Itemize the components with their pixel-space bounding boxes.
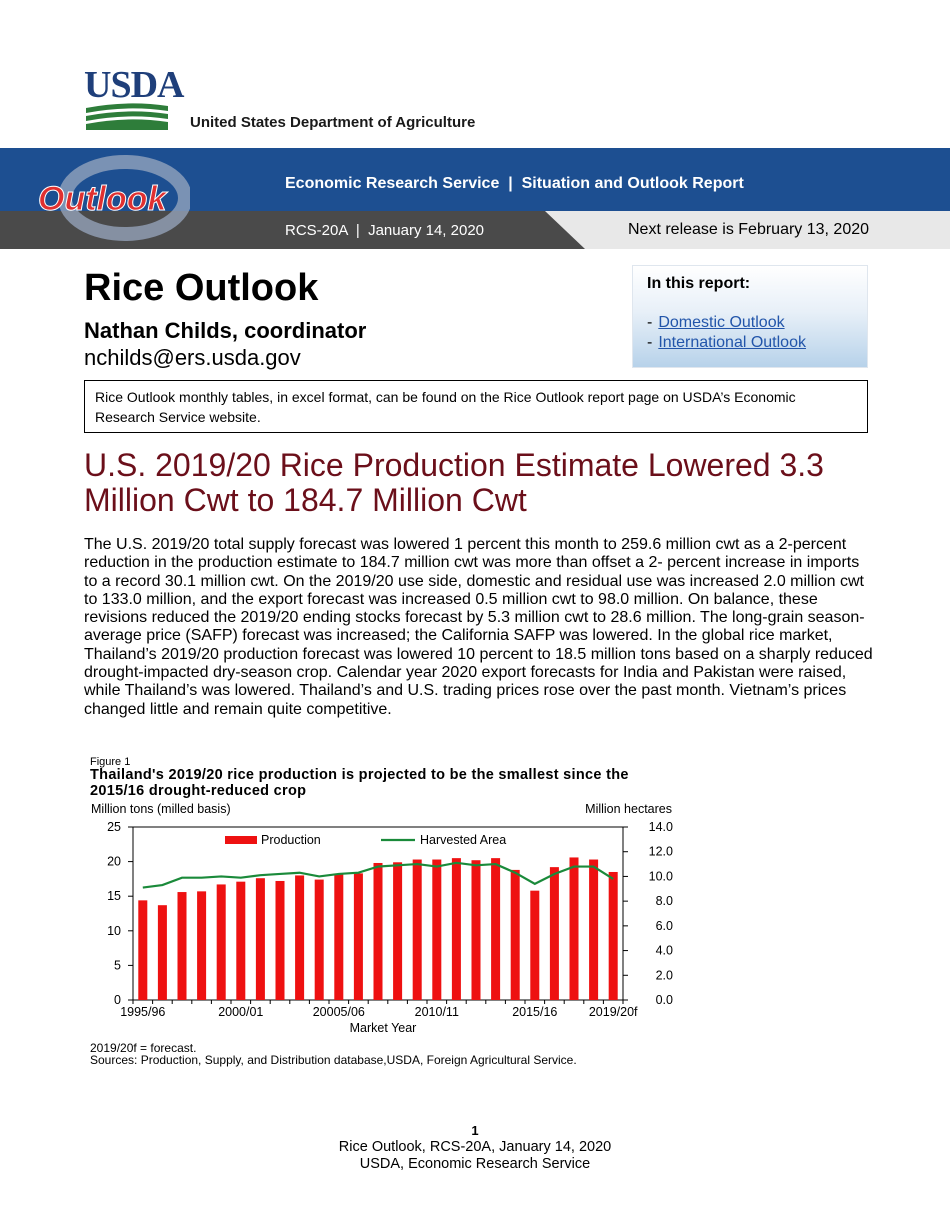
headline: U.S. 2019/20 Rice Production Estimate Lo… (84, 447, 824, 519)
y2-tick-label: 12.0 (649, 845, 673, 859)
y2-tick-label: 8.0 (656, 894, 673, 908)
legend-production-label: Production (261, 833, 321, 847)
figure-label: Figure 1 (90, 756, 131, 768)
list-dash: - (647, 314, 653, 331)
figure-note: 2019/20f = forecast. (90, 1041, 197, 1055)
production-bar (451, 858, 461, 1000)
production-bar (471, 860, 481, 1000)
harvested-area-line (142, 861, 614, 889)
x-tick-label: 2019/20f (589, 1005, 638, 1019)
x-tick-label: 1995/96 (120, 1005, 165, 1019)
production-bar (138, 900, 148, 1000)
usda-logo-icon (86, 103, 168, 130)
banner-top (0, 148, 950, 211)
y-tick-label: 10 (107, 924, 121, 938)
x-tick-label: 2000/01 (218, 1005, 263, 1019)
report-id-date: RCS-20A | January 14, 2020 (285, 222, 485, 239)
production-bar (275, 880, 285, 1000)
usda-logo-text: USDA (84, 64, 184, 106)
production-bar (393, 862, 403, 1000)
y-axis-label: Million tons (milled basis) (91, 802, 231, 816)
production-bar (373, 862, 383, 1000)
page-title: Rice Outlook (84, 267, 319, 309)
y-tick-label: 5 (114, 958, 121, 972)
production-bar (216, 884, 226, 1000)
international-outlook-link[interactable]: International Outlook (658, 334, 806, 351)
production-bar (197, 891, 207, 1000)
x-tick-label: 2010/11 (415, 1005, 459, 1019)
outlook-logo-icon: Outlook (38, 155, 190, 241)
next-release: Next release is February 13, 2020 (628, 221, 870, 238)
y2-axis-label: Million hectares (585, 802, 672, 816)
production-bar (569, 857, 579, 1000)
production-bar (157, 905, 167, 1000)
y2-tick-label: 2.0 (656, 968, 673, 982)
page-number: 1 (471, 1123, 479, 1138)
production-bar (177, 892, 187, 1000)
figure-title: Thailand's 2019/20 rice production is pr… (90, 767, 629, 799)
y2-tick-label: 6.0 (656, 919, 673, 933)
in-report-item-domestic: - Domestic Outlook (647, 314, 785, 332)
department-name: United States Department of Agriculture (190, 114, 476, 131)
production-bar (510, 869, 520, 1000)
coordinator-email: nchilds@ers.usda.gov (84, 345, 301, 370)
production-bar (412, 859, 422, 1000)
production-bar (334, 874, 344, 1000)
outlook-logo-text: Outlook (38, 180, 169, 218)
rice-production-chart: Million tons (milled basis) Million hect… (91, 802, 673, 1035)
list-dash: - (647, 334, 653, 351)
production-bar (589, 859, 599, 1000)
domestic-outlook-link[interactable]: Domestic Outlook (658, 314, 785, 331)
in-report-item-international: - International Outlook (647, 334, 806, 352)
production-bar (608, 871, 618, 1000)
y-tick-label: 0 (114, 993, 121, 1007)
production-bar (549, 867, 559, 1000)
y2-tick-label: 14.0 (649, 820, 673, 834)
in-report-title: In this report: (647, 275, 751, 292)
banner-release-area (545, 211, 950, 249)
coordinator-name: Nathan Childs, coordinator (84, 318, 367, 343)
footer-line-1: Rice Outlook, RCS-20A, January 14, 2020 (338, 1139, 612, 1155)
y-tick-label: 20 (107, 855, 121, 869)
figure-sources: Sources: Production, Supply, and Distrib… (90, 1053, 577, 1067)
production-bar (432, 859, 442, 1000)
y-tick-label: 15 (107, 889, 121, 903)
legend-area-label: Harvested Area (420, 833, 506, 847)
legend-production-swatch (225, 836, 257, 844)
production-bar (491, 858, 501, 1000)
banner-title: Economic Research Service | Situation an… (285, 175, 744, 192)
tables-note: Rice Outlook monthly tables, in excel fo… (84, 380, 868, 433)
production-bar (236, 881, 246, 1000)
x-tick-label: 20005/06 (313, 1005, 365, 1019)
body-paragraph: The U.S. 2019/20 total supply forecast w… (84, 536, 873, 718)
production-bar (295, 875, 305, 1000)
y2-tick-label: 0.0 (656, 993, 673, 1007)
x-axis-label: Market Year (350, 1021, 417, 1035)
y2-tick-label: 10.0 (649, 869, 673, 883)
production-bar (530, 890, 540, 1000)
page-footer: 1 Rice Outlook, RCS-20A, January 14, 202… (0, 1122, 950, 1173)
y-tick-label: 25 (107, 820, 121, 834)
production-bar (255, 878, 265, 1000)
x-tick-label: 2015/16 (512, 1005, 557, 1019)
production-bar (314, 879, 324, 1000)
in-this-report-box: In this report: - Domestic Outlook - Inter… (632, 265, 868, 368)
footer-line-2: USDA, Economic Research Service (359, 1156, 591, 1172)
production-bar (353, 873, 363, 1000)
y2-tick-label: 4.0 (656, 944, 673, 958)
